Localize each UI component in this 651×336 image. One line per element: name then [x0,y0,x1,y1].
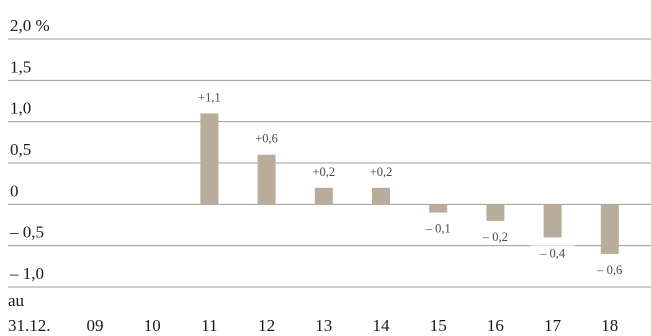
x-tick-label: 09 [87,316,104,335]
x-axis-tick-labels: au 31.12. 09 10 11 12 13 14 15 16 17 18 [8,291,618,335]
data-label-background [588,261,632,278]
x-tick-label: 12 [258,316,275,335]
data-label-background [248,130,285,147]
y-tick-label: 0 [10,181,19,200]
data-label-background [473,228,517,245]
y-tick-label: 1,5 [10,57,31,76]
x-tick-label: 10 [144,316,161,335]
data-label-background [531,245,575,262]
x-tick-label: 14 [373,316,391,335]
x-tick-label: 15 [430,316,447,335]
bar [543,204,562,238]
data-label: – 0,2 [482,230,508,244]
data-label: – 0,1 [425,222,451,236]
x-axis-prefix-line-1: au [8,291,25,310]
y-tick-label: – 0,5 [9,223,44,242]
data-label: +0,6 [255,132,278,146]
x-tick-label: 11 [201,316,217,335]
data-label: +1,1 [198,90,221,104]
data-label: – 0,4 [539,246,566,260]
bar [257,154,276,205]
bar [429,204,448,213]
bar [600,204,619,254]
y-tick-label: 0,5 [10,140,31,159]
x-tick-label: 17 [544,316,562,335]
bar [372,187,390,205]
y-axis-tick-labels: 2,0 % 1,5 1,0 0,5 0 – 0,5 – 1,0 [9,16,50,283]
y-tick-label: 2,0 % [10,16,50,35]
y-tick-label: – 1,0 [9,264,44,283]
bars [200,113,619,254]
x-tick-label: 16 [487,316,504,335]
x-tick-label: 18 [601,316,618,335]
bar [486,204,505,221]
data-label-background [416,220,460,237]
x-axis-prefix-line-2: 31.12. [8,316,51,335]
data-labels: +1,1 +0,6 +0,2 +0,2 – 0,1 – 0,2 – 0,4 – 0,6 [191,89,632,278]
y-tick-label: 1,0 [10,99,31,118]
bar [200,113,219,205]
x-tick-label: 13 [315,316,332,335]
data-label-background [191,89,228,106]
bar [314,187,333,205]
data-label: +0,2 [312,165,335,179]
data-label: +0,2 [370,165,393,179]
data-label-background [363,163,399,180]
data-label: – 0,6 [596,263,622,277]
data-label-background [305,163,342,180]
